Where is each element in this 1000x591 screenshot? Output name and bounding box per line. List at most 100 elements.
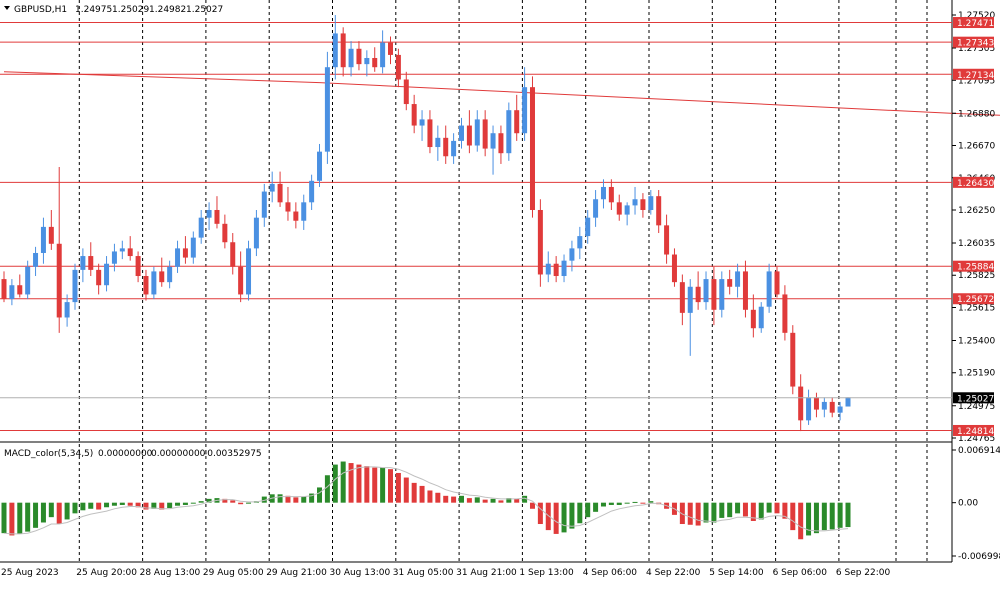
price-tick-label: 1.26035 (958, 239, 995, 249)
price-tick-label: 1.26670 (958, 142, 995, 152)
level-tag-label: 1.27471 (957, 19, 994, 29)
macd-bar (443, 496, 448, 503)
low-value: 1.24982 (149, 5, 186, 15)
macd-value-3: -0.00352975 (204, 449, 262, 459)
macd-label: MACD_color(5,34,5) (4, 449, 93, 459)
macd-bar (412, 483, 417, 503)
macd-bar (301, 497, 306, 503)
current-price-tag: 1.25027 (953, 392, 994, 404)
level-tag-label: 1.24814 (957, 427, 994, 437)
level-tag-label: 1.25884 (957, 263, 994, 273)
candle-body (640, 199, 645, 210)
price-tick-label: 1.26880 (958, 109, 995, 119)
candle-body (17, 285, 22, 294)
candle-body (167, 267, 172, 282)
candle-body (696, 287, 701, 302)
macd-bar (372, 468, 377, 503)
macd-bar (704, 503, 709, 523)
candle-body (530, 87, 535, 210)
candle-body (57, 244, 62, 318)
macd-bar (514, 499, 519, 503)
candle-body (727, 279, 732, 287)
candle-body (191, 238, 196, 258)
macd-bar (278, 494, 283, 502)
macd-bar (735, 503, 740, 514)
macd-bar (128, 503, 133, 506)
candle-body (569, 248, 574, 260)
candle-body (617, 202, 622, 214)
time-tick-label: 1 Sep 13:00 (519, 568, 574, 578)
candle-body (562, 261, 567, 276)
candle-body (711, 279, 716, 310)
candle-body (830, 402, 835, 413)
candle-body (199, 218, 204, 238)
macd-bar (475, 497, 480, 502)
macd-bar (767, 503, 772, 513)
candle-body (483, 119, 488, 148)
chart-header: GBPUSD,H1 1.24975 1.25029 1.24982 1.2502… (4, 5, 223, 15)
time-tick-label: 25 Aug 2023 (1, 568, 59, 578)
candle-body (49, 227, 54, 244)
candle-body (451, 141, 456, 156)
candle-body (475, 119, 480, 145)
macd-bar (88, 503, 93, 509)
candle-body (238, 267, 243, 295)
macd-bar (593, 503, 598, 512)
candle-body (609, 187, 614, 202)
candle-body (104, 264, 109, 285)
macd-value-2: 0.00000000 (151, 449, 206, 459)
price-tick-label: 1.25190 (958, 369, 995, 379)
candle-body (585, 218, 590, 236)
level-tag-label: 1.25672 (957, 295, 994, 305)
macd-bar (167, 503, 172, 508)
candle-body (656, 196, 661, 225)
candle-body (80, 256, 85, 270)
macd-bar (562, 503, 567, 533)
macd-bar (538, 503, 543, 524)
macd-bar (380, 468, 385, 503)
candle-body (798, 387, 803, 421)
macd-bar (609, 503, 614, 505)
macd-bar (743, 503, 748, 517)
candle-body (704, 279, 709, 302)
symbol-label: GBPUSD,H1 (14, 5, 67, 15)
candle-body (285, 202, 290, 211)
candle-body (404, 79, 409, 104)
macd-bar (427, 490, 432, 502)
candle-body (759, 307, 764, 328)
macd-bar (759, 503, 764, 520)
macd-bar (711, 503, 716, 523)
level-tag-label: 1.27343 (957, 39, 994, 49)
macd-bar (648, 501, 653, 503)
macd-bar (175, 503, 180, 506)
candle-body (680, 282, 685, 313)
candle-body (688, 287, 693, 313)
candle-body (751, 310, 756, 328)
candle-body (767, 271, 772, 306)
level-tag-label: 1.26430 (957, 179, 994, 189)
candle-body (25, 267, 30, 295)
macd-bar (420, 486, 425, 503)
macd-bar (325, 475, 330, 502)
macd-value-1: 0.00000000 (98, 449, 153, 459)
macd-bar (798, 503, 803, 540)
macd-bar (96, 503, 101, 510)
macd-bar (25, 503, 30, 532)
time-tick-label: 28 Aug 13:00 (140, 568, 201, 578)
macd-tick-label: 0.0069141 (958, 446, 1000, 456)
macd-bar (80, 503, 85, 511)
candle-body (175, 248, 180, 266)
candle-body (498, 133, 503, 153)
macd-header: MACD_color(5,34,5) 0.00000000 0.00000000… (4, 449, 262, 459)
candle-body (672, 255, 677, 283)
candle-body (262, 192, 267, 218)
candle-body (380, 43, 385, 68)
macd-bar (246, 503, 251, 504)
candle-body (593, 199, 598, 217)
candle-body (790, 333, 795, 387)
macd-bar (530, 503, 535, 509)
candle-body (254, 218, 259, 249)
